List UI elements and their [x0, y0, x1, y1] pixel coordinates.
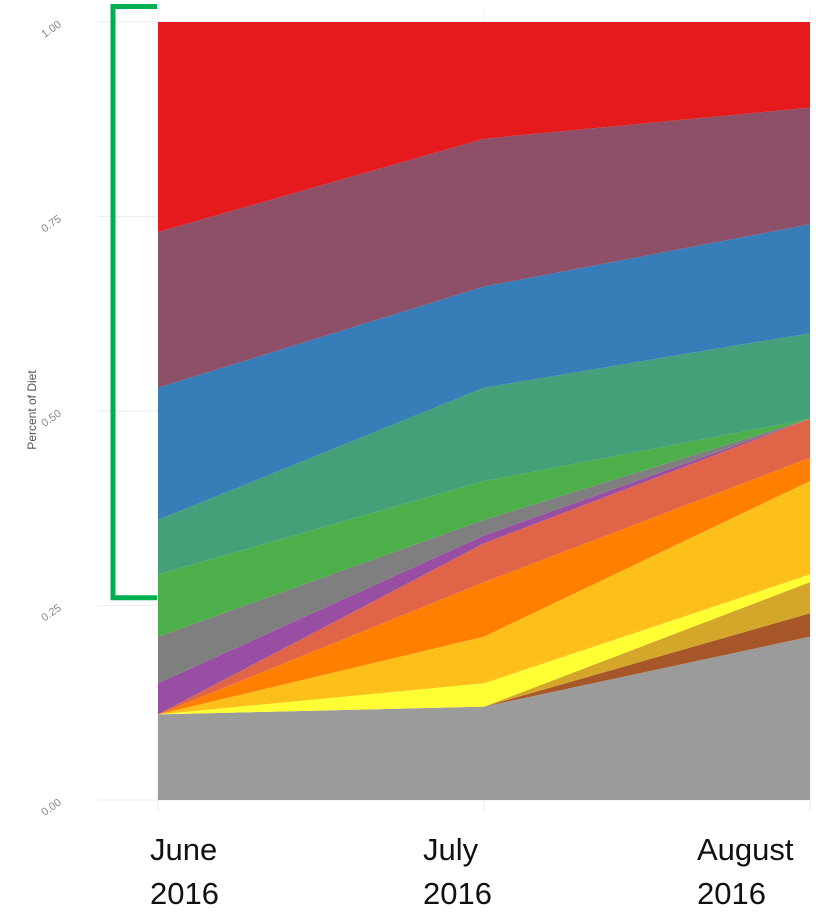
area-series-7 — [158, 418, 810, 715]
area-series-11 — [158, 333, 810, 575]
area-series-1 — [158, 636, 810, 800]
y-tick-label-1: 0.25 — [39, 602, 63, 624]
x-tick-label-2-line-1: 2016 — [697, 876, 766, 911]
y-tick-label-4: 1.00 — [39, 19, 63, 41]
x-tick-labels: June 2016 July 2016 August 2016 — [150, 832, 794, 911]
x-tick-label-1-line-0: July — [423, 832, 479, 867]
area-series-5 — [158, 481, 810, 715]
y-tick-label-2: 0.50 — [39, 408, 63, 430]
x-tick-label-0-line-0: June — [150, 832, 217, 867]
area-series-14 — [158, 22, 810, 233]
area-series-12 — [158, 224, 810, 520]
area-series-group — [158, 22, 810, 800]
y-tick-label-0: 0.00 — [39, 797, 63, 819]
area-series-2 — [158, 613, 810, 715]
area-series-13 — [158, 107, 810, 388]
area-series-4 — [158, 574, 810, 715]
area-series-6 — [158, 457, 810, 715]
y-tick-labels: 0.00 0.25 0.50 0.75 1.00 — [39, 19, 63, 819]
y-tick-label-3: 0.75 — [39, 213, 63, 235]
area-series-3 — [158, 582, 810, 715]
x-tick-label-0-line-1: 2016 — [150, 876, 219, 911]
x-tick-label-2-line-0: August — [697, 832, 794, 867]
x-tick-label-1-line-1: 2016 — [423, 876, 492, 911]
green-bracket-annotation — [110, 3, 157, 601]
y-axis-label: Percent of Diet — [25, 370, 39, 450]
